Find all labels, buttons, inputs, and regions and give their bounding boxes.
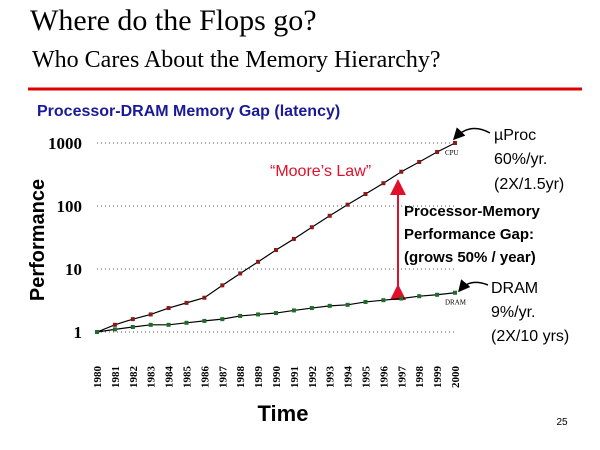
- x-tick-label: 1995: [361, 366, 373, 389]
- x-tick-label: 1986: [199, 366, 211, 389]
- x-tick-label: 1996: [378, 366, 390, 389]
- x-tick-label: 1984: [164, 366, 176, 389]
- data-point: [112, 322, 117, 327]
- cpu-note-line: µProc: [494, 127, 536, 144]
- data-point: [309, 306, 314, 311]
- slide-title: Where do the Flops go?: [30, 4, 317, 37]
- moore-label: “Moore’s Law”: [270, 163, 371, 180]
- x-tick-label: 1988: [235, 366, 247, 389]
- data-point: [95, 330, 99, 334]
- dram-note: DRAM 9%/yr. (2X/10 yrs): [491, 280, 569, 345]
- data-point: [220, 317, 225, 322]
- chart-title: Processor-DRAM Memory Gap (latency): [37, 103, 340, 120]
- series-label: DRAM: [445, 299, 467, 307]
- data-point: [220, 283, 225, 288]
- y-axis-label: Performance: [27, 179, 49, 301]
- data-point: [256, 312, 261, 317]
- data-point: [345, 302, 350, 307]
- x-tick-label: 1990: [271, 366, 283, 389]
- data-point: [417, 159, 422, 164]
- data-point: [130, 317, 135, 322]
- x-tick-label: 1999: [432, 366, 444, 389]
- x-tick-label: 2000: [450, 366, 462, 389]
- x-tick-label: 1998: [414, 366, 426, 389]
- data-point: [274, 311, 278, 316]
- data-point: [130, 325, 135, 330]
- y-tick-label: 1: [74, 323, 83, 342]
- data-point: [112, 327, 117, 332]
- x-tick-label: 1980: [92, 366, 104, 389]
- data-point: [381, 298, 386, 303]
- x-axis-label: Time: [258, 401, 309, 426]
- gap-label-line: (grows 50% / year): [404, 249, 536, 266]
- x-tick-label: 1992: [307, 366, 319, 389]
- data-point: [345, 202, 350, 207]
- data-point: [166, 306, 171, 311]
- data-point: [453, 290, 457, 295]
- data-point: [274, 248, 278, 253]
- y-tick-label: 100: [57, 197, 83, 216]
- cpu-note-line: 60%/yr.: [494, 151, 547, 168]
- x-tick-label: 1985: [182, 366, 194, 389]
- data-point: [435, 149, 440, 154]
- data-point: [327, 303, 332, 308]
- data-point: [291, 308, 296, 313]
- data-point: [184, 300, 189, 305]
- data-point: [202, 318, 207, 323]
- slide-subtitle: Who Cares About the Memory Hierarchy?: [32, 47, 441, 73]
- data-point: [238, 313, 243, 318]
- x-tick-label: 1989: [253, 366, 265, 389]
- data-point: [363, 299, 368, 304]
- x-tick-label: 1994: [343, 366, 355, 389]
- cpu-note-arrow: [452, 127, 491, 141]
- data-point: [327, 213, 332, 218]
- data-point: [202, 295, 207, 300]
- series-label: CPU: [445, 149, 459, 157]
- x-tick-label: 1997: [396, 366, 408, 389]
- gap-label-line: Performance Gap:: [404, 226, 534, 243]
- data-point: [184, 320, 189, 325]
- x-tick-label: 1993: [325, 366, 337, 389]
- dram-note-line: DRAM: [491, 280, 538, 297]
- data-point: [399, 296, 404, 301]
- data-point: [363, 192, 368, 197]
- cpu-note-line: (2X/1.5yr): [494, 176, 564, 193]
- data-point: [381, 181, 386, 186]
- dram-note-arrow: [458, 279, 489, 293]
- gap-label: Processor-Memory Performance Gap: (grows…: [404, 203, 541, 266]
- page-number: 25: [556, 417, 568, 428]
- data-point: [148, 322, 153, 327]
- data-point: [148, 312, 153, 317]
- data-point: [417, 294, 422, 299]
- gap-label-line: Processor-Memory: [404, 203, 541, 220]
- x-tick-label: 1981: [110, 366, 122, 388]
- data-point: [256, 259, 261, 264]
- data-point: [291, 236, 296, 241]
- data-point: [166, 322, 171, 327]
- x-tick-label: 1987: [217, 366, 229, 389]
- dram-note-line: 9%/yr.: [491, 304, 535, 321]
- data-point: [309, 225, 314, 230]
- data-point: [399, 169, 404, 174]
- x-tick-label: 1982: [128, 366, 140, 389]
- data-point: [435, 292, 440, 297]
- data-point: [238, 271, 243, 276]
- cpu-note: µProc 60%/yr. (2X/1.5yr): [494, 127, 564, 193]
- data-point: [453, 141, 457, 145]
- x-tick-label: 1991: [289, 366, 301, 388]
- x-tick-label: 1983: [146, 366, 158, 389]
- y-tick-label: 1000: [48, 134, 82, 153]
- y-tick-label: 10: [65, 260, 82, 279]
- dram-note-line: (2X/10 yrs): [491, 328, 569, 345]
